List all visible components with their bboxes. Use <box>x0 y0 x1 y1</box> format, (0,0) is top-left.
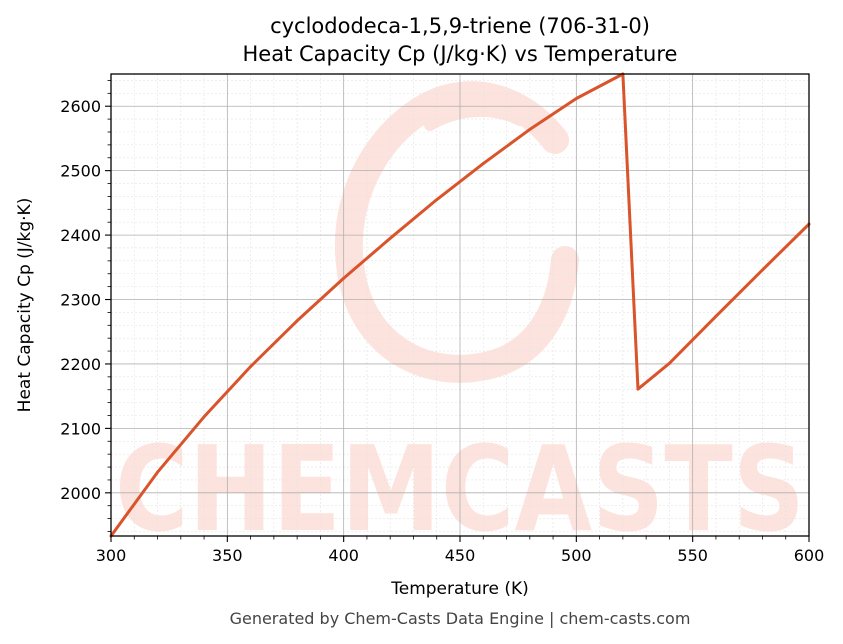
x-tick-label: 500 <box>561 546 592 565</box>
chart-subtitle: Heat Capacity Cp (J/kg·K) vs Temperature <box>243 42 678 66</box>
y-tick-label: 2000 <box>60 484 101 503</box>
y-tick-label: 2600 <box>60 97 101 116</box>
y-tick-label: 2100 <box>60 419 101 438</box>
chemcasts-logo-swirl <box>334 81 579 383</box>
axis-ticks <box>105 80 810 542</box>
data-point <box>481 162 485 165</box>
data-point <box>202 415 206 419</box>
data-point <box>435 198 439 202</box>
data-point <box>574 97 578 100</box>
y-tick-label: 2400 <box>60 226 101 245</box>
x-axis-label: Temperature (K) <box>390 579 529 599</box>
data-point <box>342 276 346 280</box>
x-tick-label: 450 <box>445 546 476 565</box>
x-tick-label: 400 <box>328 546 359 565</box>
data-point <box>249 365 253 368</box>
x-tick-label: 300 <box>96 546 127 565</box>
data-point <box>761 268 764 272</box>
data-point <box>388 236 392 240</box>
x-tick-label: 350 <box>212 546 243 565</box>
y-tick-label: 2300 <box>60 291 101 310</box>
x-tick-label: 550 <box>677 546 708 565</box>
x-tick-label: 600 <box>794 546 825 565</box>
y-axis-label: Heat Capacity Cp (J/kg·K) <box>15 198 35 413</box>
chart-title: cyclododeca-1,5,9-triene (706-31-0) <box>270 14 650 38</box>
tick-labels: 300 350 400 450 500 550 600 2000 2100 2200 2300 240… <box>60 97 824 565</box>
data-point <box>528 128 532 131</box>
data-point <box>714 314 718 318</box>
data-point <box>156 470 159 474</box>
y-tick-label: 2200 <box>60 355 101 374</box>
data-point <box>668 361 671 365</box>
footer-credit: Generated by Chem-Casts Data Engine | ch… <box>230 609 691 628</box>
data-point <box>636 387 640 391</box>
y-tick-label: 2500 <box>60 162 101 181</box>
data-point <box>295 319 299 323</box>
